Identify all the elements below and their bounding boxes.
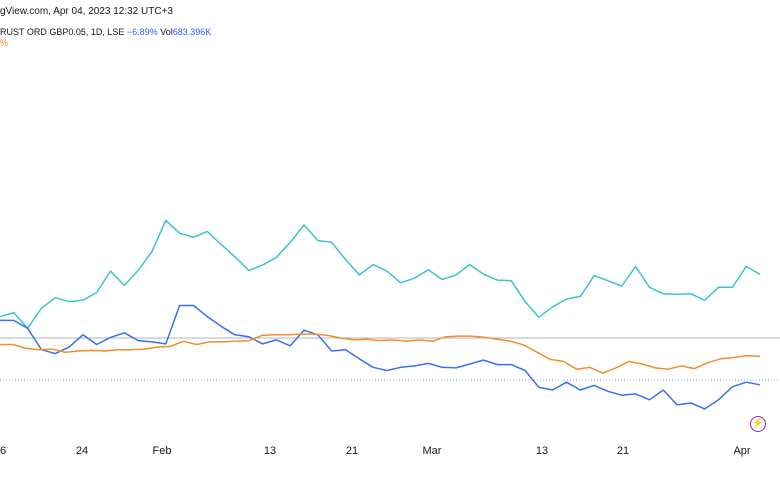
- series-line-blue: [0, 304, 761, 410]
- x-tick-label: 13: [264, 445, 276, 457]
- source-date-text: gView.com, Apr 04, 2023 12:32 UTC+3: [0, 6, 173, 17]
- secondary-legend: %: [0, 38, 8, 48]
- x-tick-label: 13: [536, 445, 548, 457]
- x-tick-label: 24: [76, 445, 88, 457]
- x-tick-label: 6: [0, 445, 6, 457]
- x-tick-label: Feb: [153, 445, 172, 457]
- volume-value: 683.396K: [172, 27, 212, 37]
- chart-source-line: gView.com, Apr 04, 2023 12:32 UTC+3: [0, 6, 173, 17]
- x-tick-label: 21: [617, 445, 629, 457]
- series-line-teal: [0, 219, 761, 330]
- symbol-legend: RUST ORD GBP0.05, 1D, LSE −6.89% Vol683.…: [0, 27, 211, 37]
- change-percent: −6.89%: [126, 27, 158, 37]
- x-tick-label: 21: [346, 445, 358, 457]
- lightning-bolt-icon[interactable]: ⚡: [750, 416, 766, 432]
- x-tick-label: Mar: [423, 445, 442, 457]
- x-tick-label: Apr: [733, 445, 750, 457]
- symbol-name: RUST ORD GBP0.05, 1D, LSE: [0, 27, 125, 37]
- series-line-orange: [0, 333, 761, 374]
- secondary-legend-text: %: [0, 38, 9, 48]
- volume-label: Vol: [160, 27, 173, 37]
